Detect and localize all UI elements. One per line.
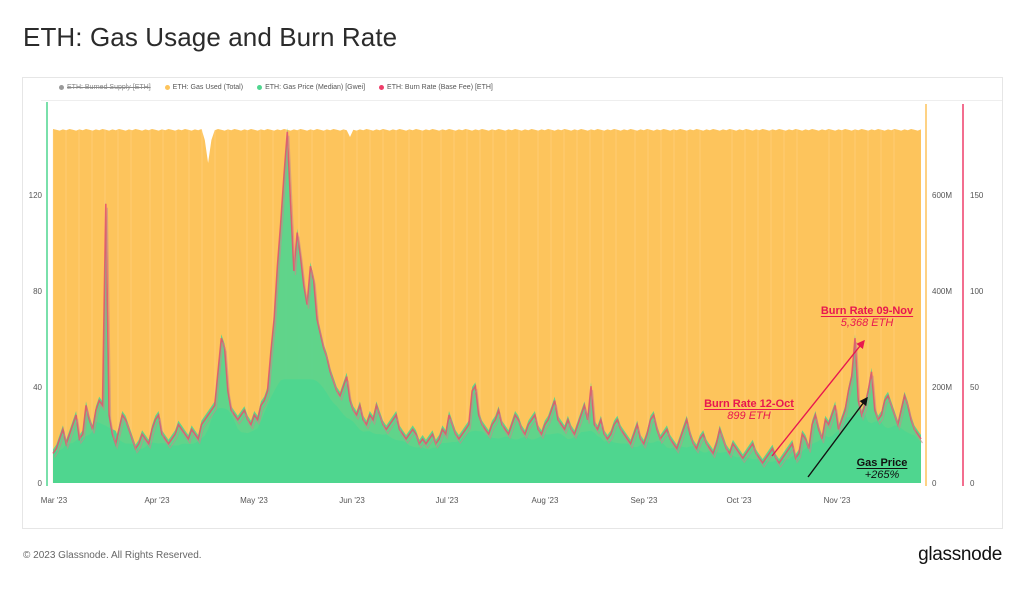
gas-price-spikes <box>53 127 921 484</box>
annotation-gas-price: Gas Price +265% <box>842 457 922 481</box>
annotation-heading: Burn Rate 09-Nov <box>820 305 914 317</box>
legend-dot-icon <box>257 85 263 90</box>
burn-rate-arrow <box>771 339 865 457</box>
x-axis-tick: Nov '23 <box>824 496 851 505</box>
annotation-heading: Burn Rate 12-Oct <box>704 398 794 410</box>
x-axis-tick: Mar '23 <box>41 496 68 505</box>
x-axis-tick: May '23 <box>240 496 268 505</box>
legend-label: ETH: Gas Price (Median) [Gwei] <box>265 84 366 91</box>
legend-dot-icon <box>379 85 385 90</box>
brand-logo: glassnode <box>918 544 1002 565</box>
page-title: ETH: Gas Usage and Burn Rate <box>23 22 398 52</box>
right-axis-burn-tick: 150 <box>970 191 984 200</box>
right-axis-gas-tick: 400M <box>932 287 952 296</box>
left-axis-tick: 40 <box>33 383 42 392</box>
left-axis-tick: 0 <box>38 479 43 488</box>
copyright-text: © 2023 Glassnode. All Rights Reserved. <box>23 550 202 561</box>
legend-item-gas-price[interactable]: ETH: Gas Price (Median) [Gwei] <box>257 84 365 91</box>
right-axis-gas-tick: 600M <box>932 191 952 200</box>
right-axis-burn-tick: 0 <box>970 479 975 488</box>
annotation-value: 5,368 ETH <box>840 317 894 330</box>
x-axis-tick: Oct '23 <box>726 496 752 505</box>
legend-dot-icon <box>164 85 170 90</box>
gas-price-arrow <box>807 396 868 478</box>
right-axis-gas-tick: 200M <box>932 383 952 392</box>
left-axis-tick: 80 <box>33 287 42 296</box>
legend-dot-icon <box>59 85 64 90</box>
right-axis-burn-tick: 100 <box>970 287 984 296</box>
x-axis-tick: Aug '23 <box>532 496 559 505</box>
annotation-burn-rate-nov: Burn Rate 09-Nov 5,368 ETH <box>812 305 922 329</box>
chart-legend: ETH: Burned Supply [ETH] ETH: Gas Used (… <box>59 84 493 91</box>
legend-label: ETH: Burned Supply [ETH] <box>67 84 151 91</box>
x-axis-tick: Jun '23 <box>339 496 365 505</box>
annotation-value: 899 ETH <box>727 410 771 423</box>
left-axis-tick: 120 <box>29 191 43 200</box>
legend-item-gas-used[interactable]: ETH: Gas Used (Total) <box>164 84 244 91</box>
right-axis-burn-tick: 50 <box>970 383 979 392</box>
x-axis-tick: Jul '23 <box>436 496 459 505</box>
legend-label: ETH: Burn Rate (Base Fee) [ETH] <box>387 84 493 91</box>
legend-divider <box>41 100 1002 101</box>
x-axis-tick: Apr '23 <box>144 496 170 505</box>
legend-item-burn-rate[interactable]: ETH: Burn Rate (Base Fee) [ETH] <box>379 84 493 91</box>
annotation-value: +265% <box>864 469 900 482</box>
annotation-heading: Gas Price <box>856 457 908 469</box>
x-axis-tick: Sep '23 <box>631 496 658 505</box>
annotation-burn-rate-oct: Burn Rate 12-Oct 899 ETH <box>694 398 804 422</box>
right-axis-gas-tick: 0 <box>932 479 937 488</box>
burn-rate-line-shadow <box>54 135 923 469</box>
legend-item-burned-supply[interactable]: ETH: Burned Supply [ETH] <box>59 84 151 91</box>
legend-label: ETH: Gas Used (Total) <box>172 84 244 91</box>
